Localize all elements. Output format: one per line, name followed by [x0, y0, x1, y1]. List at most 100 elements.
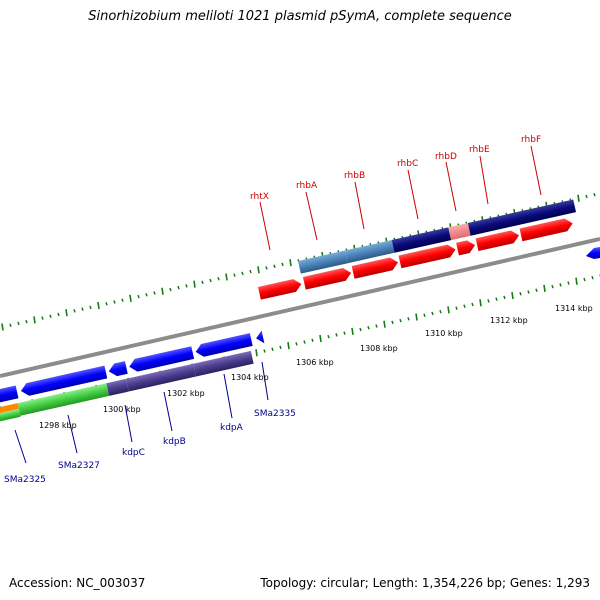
cog-block-pink	[448, 223, 471, 241]
outer-ring-minor-tick	[185, 284, 188, 288]
inner-ring-major-tick	[575, 277, 578, 285]
gene-label-rhbD: rhbD	[435, 152, 457, 162]
cog-block-purple-1	[106, 378, 129, 396]
reverse-cds-track	[0, 330, 265, 409]
scale-label-1304: 1304 kbp	[231, 373, 269, 382]
inner-ring-major-tick	[479, 299, 482, 307]
outer-ring-minor-tick	[273, 264, 276, 268]
gene-label-rhtX: rhtX	[250, 192, 269, 202]
inner-ring-minor-tick	[591, 275, 594, 280]
outer-ring-minor-tick	[113, 300, 116, 304]
scale-label-1310: 1310 kbp	[425, 329, 463, 338]
scale-label-1314: 1314 kbp	[555, 304, 593, 313]
inner-ring-minor-tick	[359, 327, 362, 332]
cog-block-navy-2	[467, 199, 577, 236]
inner-ring-minor-tick	[375, 324, 378, 328]
cog-block-orange	[0, 403, 19, 420]
outer-ring-major-tick	[257, 266, 260, 274]
gene-label-kdpB: kdpB	[163, 437, 186, 447]
cds-rhbB	[351, 257, 398, 279]
inner-ring-minor-tick	[271, 347, 274, 351]
cds-next-reverse	[586, 247, 600, 259]
inner-ring-minor-tick	[527, 290, 530, 294]
cds-SMa2327	[20, 365, 108, 396]
outer-ring-minor-tick	[177, 285, 180, 290]
inner-ring-major-tick	[255, 349, 258, 357]
outer-ring-major-tick	[161, 287, 164, 295]
outer-ring-minor-tick	[209, 278, 212, 283]
gene-label-rhbA: rhbA	[296, 181, 318, 191]
cds-rhbC	[398, 244, 456, 269]
inner-ring-minor-tick	[551, 284, 554, 289]
inner-ring-minor-tick	[263, 349, 266, 353]
outer-ring-minor-tick	[49, 314, 52, 319]
outer-ring-minor-tick	[73, 309, 76, 313]
scale-label-1312: 1312 kbp	[490, 316, 528, 325]
outer-ring-major-tick	[289, 259, 292, 267]
cog-block-green-2	[17, 383, 110, 416]
inner-ring-minor-tick	[391, 320, 394, 325]
outer-ring-minor-tick	[81, 307, 84, 311]
cds-rhbE	[475, 230, 520, 252]
outer-ring-minor-tick	[25, 319, 28, 324]
inner-ring-minor-tick	[279, 345, 282, 350]
outer-ring-minor-tick	[153, 291, 156, 295]
outer-ring-major-tick	[65, 309, 68, 317]
inner-ring-minor-tick	[335, 333, 338, 337]
outer-ring-major-tick	[1, 323, 4, 331]
outer-ring-minor-tick	[241, 271, 244, 276]
cog-block-purple-3	[193, 350, 254, 377]
inner-ring-minor-tick	[535, 288, 538, 292]
outer-ring-minor-tick	[17, 321, 20, 326]
inner-ring-minor-tick	[423, 313, 426, 317]
gene-label-SMa2335: SMa2335	[254, 409, 296, 419]
outer-ring-minor-tick	[233, 273, 236, 277]
outer-ring-minor-tick	[201, 280, 204, 285]
outer-tick-ring	[1, 192, 596, 331]
forward-cds-track	[258, 218, 573, 300]
forward-gene-labels: rhtX rhbA rhbB rhbC rhbD rhbE rhbF	[250, 135, 541, 202]
outer-ring-minor-tick	[89, 305, 92, 310]
cds-kdpB	[129, 346, 195, 372]
inner-ring-minor-tick	[519, 292, 522, 296]
inner-ring-minor-tick	[455, 306, 458, 310]
gene-label-kdpA: kdpA	[220, 423, 244, 433]
outer-ring-major-tick	[33, 316, 36, 324]
inner-ring-major-tick	[383, 320, 386, 328]
scale-labels: 1298 kbp 1300 kbp 1302 kbp 1304 kbp 1306…	[39, 304, 593, 430]
outer-ring-minor-tick	[217, 276, 220, 281]
cog-block-steel-1	[298, 250, 348, 274]
inner-ring-minor-tick	[407, 317, 410, 321]
cog-block-navy-1	[391, 227, 452, 253]
map-title: Sinorhizobium meliloti 1021 plasmid pSym…	[88, 9, 512, 24]
inner-ring-major-tick	[287, 342, 290, 350]
inner-ring-minor-tick	[303, 340, 306, 344]
outer-ring-minor-tick	[57, 312, 60, 317]
outer-ring-minor-tick	[593, 192, 596, 197]
inner-ring-minor-tick	[311, 338, 314, 343]
cds-SMa2335	[256, 330, 265, 344]
outer-ring-minor-tick	[105, 302, 108, 306]
outer-ring-minor-tick	[585, 194, 588, 199]
cds-rhbD	[456, 240, 476, 256]
inner-ring-minor-tick	[367, 326, 370, 330]
reverse-gene-labels: SMa2325 SMa2327 kdpC kdpB kdpA SMa2335	[4, 409, 296, 485]
outer-ring-minor-tick	[281, 262, 284, 267]
inner-ring-major-tick	[543, 284, 546, 293]
inner-ring-minor-tick	[471, 302, 474, 307]
inner-ring-major-tick	[511, 291, 514, 300]
cds-kdpC	[108, 361, 128, 377]
gene-label-rhbC: rhbC	[397, 159, 418, 169]
inner-ring-minor-tick	[503, 295, 506, 300]
inner-ring-major-tick	[351, 327, 354, 335]
inner-ring-minor-tick	[327, 334, 330, 339]
outer-ring-minor-tick	[169, 287, 172, 292]
inner-ring-minor-tick	[583, 277, 586, 282]
inner-ring-major-tick	[447, 306, 450, 314]
outer-ring-major-tick	[97, 301, 100, 310]
outer-ring-minor-tick	[9, 323, 12, 327]
cds-rhtX	[258, 279, 302, 300]
scale-label-1308: 1308 kbp	[360, 344, 398, 353]
scale-label-1300: 1300 kbp	[103, 405, 141, 414]
